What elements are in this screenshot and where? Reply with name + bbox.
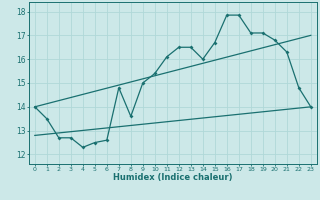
X-axis label: Humidex (Indice chaleur): Humidex (Indice chaleur) <box>113 173 233 182</box>
